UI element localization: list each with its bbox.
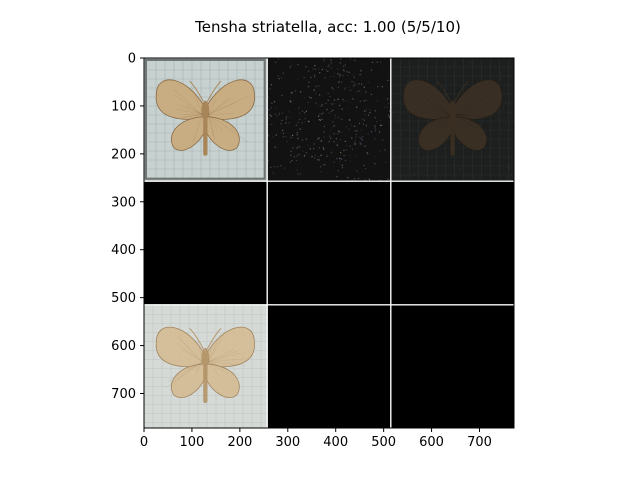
axes-frame	[143, 57, 515, 429]
y-tick-label: 200	[111, 147, 136, 162]
image-cell	[391, 181, 514, 305]
y-tick-label: 0	[128, 52, 136, 67]
x-tick-label: 300	[275, 435, 300, 450]
x-tick-label: 700	[467, 435, 492, 450]
x-tick-label: 100	[180, 435, 205, 450]
image-cell	[391, 305, 514, 428]
x-tick-label: 500	[371, 435, 396, 450]
image-cell	[144, 181, 267, 305]
image-cells	[144, 58, 514, 428]
x-tick-label: 200	[227, 435, 252, 450]
image-cell	[267, 181, 391, 305]
image-cell	[267, 305, 391, 428]
image-cell	[144, 58, 267, 181]
x-tick-label: 600	[419, 435, 444, 450]
chart-title: Tensha striatella, acc: 1.00 (5/5/10)	[194, 18, 461, 36]
x-tick-label: 400	[323, 435, 348, 450]
y-tick-label: 600	[111, 339, 136, 354]
y-tick-label: 700	[111, 387, 136, 402]
image-cell	[144, 305, 267, 428]
y-tick-label: 300	[111, 195, 136, 210]
y-tick-label: 100	[111, 99, 136, 114]
image-cell	[391, 58, 514, 181]
y-tick-label: 400	[111, 243, 136, 258]
axes: 0 100 200 300 400 500 600 700 0 100 200 300 400 500 60…	[111, 52, 515, 450]
y-tick-label: 500	[111, 291, 136, 306]
image-cell	[267, 58, 391, 181]
x-tick-label: 0	[140, 435, 148, 450]
